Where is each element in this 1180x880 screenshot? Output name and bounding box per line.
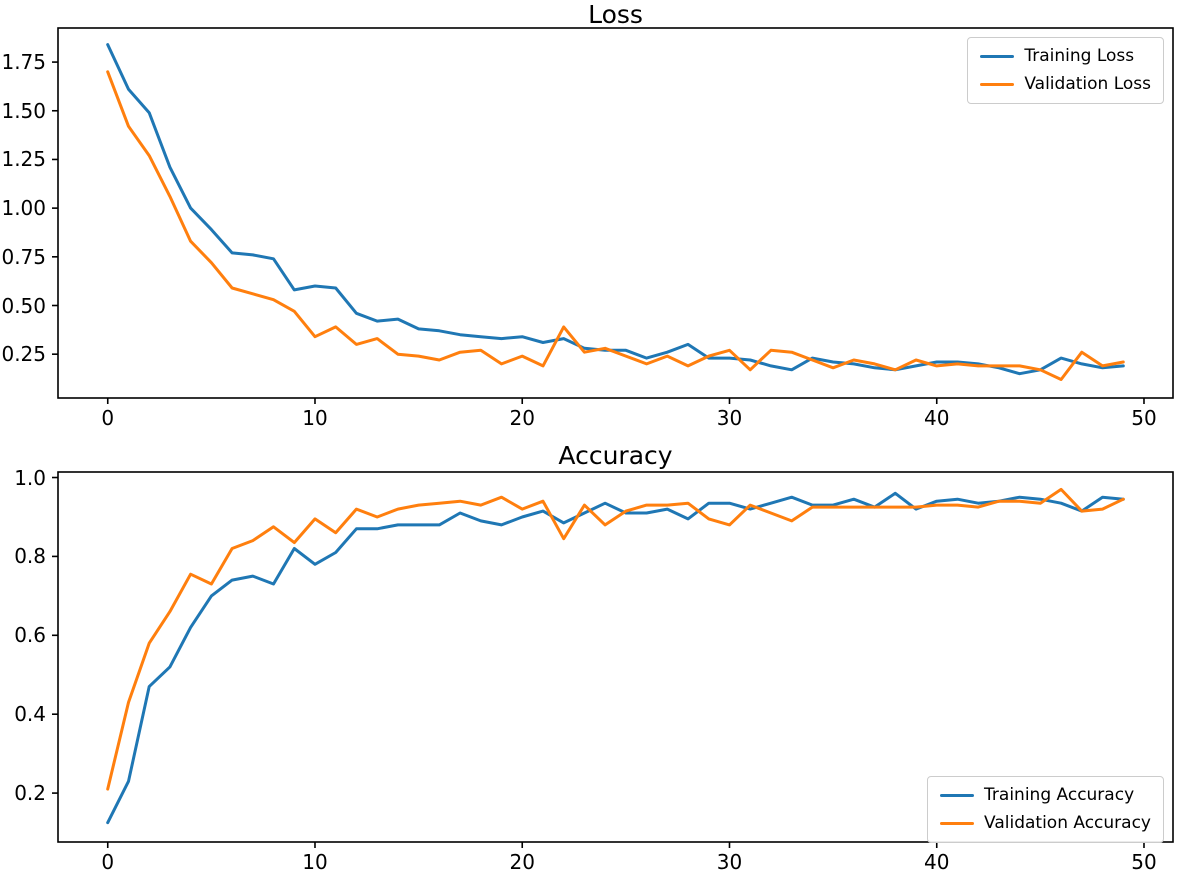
x-tick-label: 20 [509, 406, 535, 430]
y-tick-label: 0.50 [1, 293, 46, 318]
y-tick-label: 1.0 [14, 465, 46, 490]
y-tick-label: 1.50 [1, 98, 46, 123]
y-tick-label: 1.75 [1, 50, 46, 75]
legend-item-validation-loss: Validation Loss [980, 74, 1151, 95]
axes-spines-accuracy [57, 471, 1174, 843]
x-tick-label: 20 [509, 850, 535, 874]
x-tick-label: 50 [1131, 406, 1157, 430]
x-tick-label: 30 [716, 850, 743, 874]
legend-accuracy: Training Accuracy Validation Accuracy [927, 776, 1164, 843]
x-tick-label: 50 [1131, 850, 1157, 874]
legend-item-validation-accuracy: Validation Accuracy [940, 813, 1151, 834]
y-tick-label: 1.25 [1, 147, 46, 172]
x-tick-label: 30 [716, 406, 743, 430]
training-accuracy-line [106, 491, 1125, 825]
y-tick-label: 0.8 [14, 544, 46, 569]
plot-title-loss: Loss [588, 0, 643, 29]
y-tick-label: 0.6 [14, 623, 46, 648]
x-tick-label: 40 [924, 850, 950, 874]
x-tick-label: 10 [302, 406, 328, 430]
x-tick-label: 0 [101, 406, 115, 430]
legend-label-training-loss: Training Loss [1024, 46, 1135, 66]
validation-loss-swatch [980, 83, 1015, 86]
legend-label-training-accuracy: Training Accuracy [984, 785, 1135, 805]
y-tick-label: 0.75 [1, 244, 46, 269]
y-tick-label: 1.00 [1, 196, 46, 221]
legend-label-validation-accuracy: Validation Accuracy [984, 813, 1151, 833]
legend-item-training-accuracy: Training Accuracy [940, 785, 1151, 806]
training-loss-line [106, 43, 1125, 376]
validation-accuracy-line [106, 487, 1125, 791]
x-tick-label: 0 [101, 850, 115, 874]
y-tick-label: 0.4 [14, 702, 46, 727]
x-tick-label: 10 [302, 850, 328, 874]
validation-loss-line [106, 70, 1125, 381]
validation-accuracy-swatch [940, 822, 975, 825]
axes-spines-loss [57, 27, 1174, 399]
legend-loss: Training Loss Validation Loss [967, 37, 1164, 104]
x-tick-label: 40 [924, 406, 950, 430]
legend-label-validation-loss: Validation Loss [1024, 74, 1151, 94]
y-tick-label: 0.25 [1, 342, 46, 367]
legend-item-training-loss: Training Loss [980, 46, 1151, 67]
plot-title-accuracy: Accuracy [558, 441, 673, 470]
training-accuracy-swatch [940, 794, 975, 797]
y-tick-label: 0.2 [14, 781, 46, 806]
training-loss-swatch [980, 55, 1015, 58]
